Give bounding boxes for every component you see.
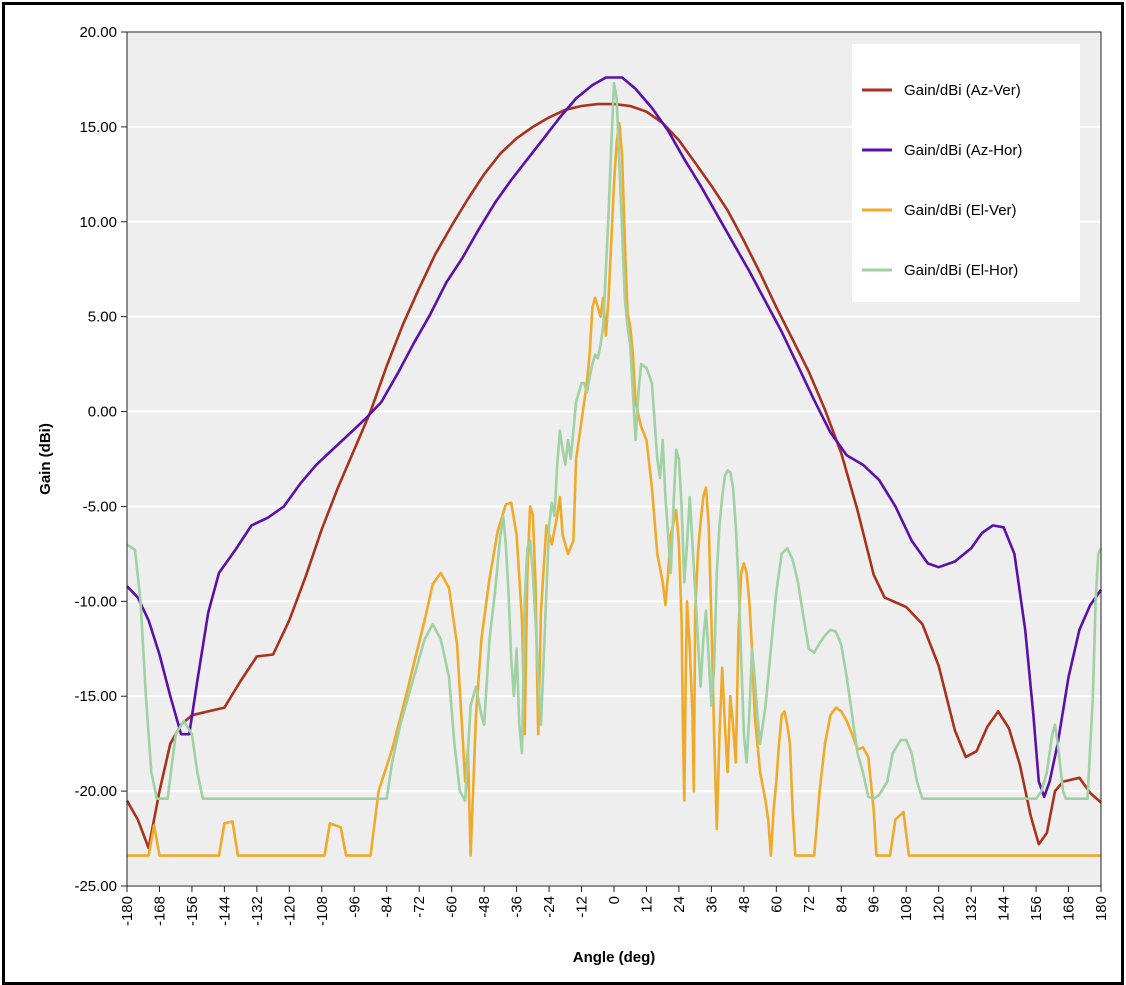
legend-label: Gain/dBi (El-Hor) (904, 262, 1018, 279)
x-tick-label: 36 (703, 896, 720, 913)
x-tick-label: -84 (379, 896, 396, 918)
x-tick-label: 168 (1061, 896, 1078, 921)
x-tick-label: 96 (866, 896, 883, 913)
x-tick-label: 180 (1093, 896, 1110, 921)
legend-box (852, 44, 1080, 302)
y-tick-label: 10.00 (79, 214, 117, 231)
series-line-2 (126, 76, 1103, 799)
x-tick-label: -96 (346, 896, 363, 918)
x-axis-label: Angle (deg) (573, 949, 656, 966)
x-tick-label: 48 (736, 896, 753, 913)
x-tick-label: -168 (151, 896, 168, 926)
y-tick-label: -5.00 (83, 498, 117, 515)
y-tick-label: 5.00 (88, 309, 117, 326)
legend: Gain/dBi (Az-Ver) Gain/dBi (Az-Hor) Gain/d… (852, 44, 1080, 302)
y-tick-label: -15.00 (74, 688, 117, 705)
x-tick-label: 144 (996, 896, 1013, 921)
x-tick-label: 12 (638, 896, 655, 913)
y-axis-label: Gain (dBi) (37, 423, 54, 495)
series-layer (125, 76, 1103, 857)
y-axis-ticks: 20.00 15.00 10.00 5.00 0.00 -5.00 -10.00 -15.00… (74, 24, 127, 895)
x-tick-label: -12 (574, 896, 591, 918)
y-tick-label: 0.00 (88, 404, 117, 421)
x-tick-label: -132 (249, 896, 266, 926)
y-tick-label: -10.00 (74, 593, 117, 610)
x-tick-label: -60 (444, 896, 461, 918)
x-tick-label: 156 (1028, 896, 1045, 921)
y-tick-label: 15.00 (79, 119, 117, 136)
x-tick-label: -144 (216, 896, 233, 926)
x-tick-label: -72 (411, 896, 428, 918)
x-tick-label: 60 (768, 896, 785, 913)
x-axis-ticks: -180 -168 -156 -144 -132 -120 -108 -96 -84 -72 -60… (119, 886, 1110, 926)
x-tick-label: 132 (963, 896, 980, 921)
series-line-1 (125, 102, 1102, 850)
x-tick-label: 24 (671, 896, 688, 913)
x-tick-label: 120 (931, 896, 948, 921)
x-tick-label: 72 (801, 896, 818, 913)
legend-label: Gain/dBi (Az-Hor) (904, 142, 1022, 159)
series-line-4 (126, 81, 1103, 802)
legend-label: Gain/dBi (El-Ver) (904, 202, 1017, 219)
y-tick-label: -25.00 (74, 878, 117, 895)
legend-label: Gain/dBi (Az-Ver) (904, 82, 1021, 99)
x-tick-label: -48 (476, 896, 493, 918)
x-tick-label: -36 (509, 896, 526, 918)
y-tick-label: 20.00 (79, 24, 117, 41)
x-tick-label: -120 (281, 896, 298, 926)
x-tick-label: 0 (606, 896, 623, 904)
x-tick-label: 108 (898, 896, 915, 921)
x-tick-label: -24 (541, 896, 558, 918)
x-tick-label: 84 (833, 896, 850, 913)
x-tick-label: -108 (314, 896, 331, 926)
x-tick-label: -180 (119, 896, 136, 926)
x-tick-label: -156 (184, 896, 201, 926)
y-tick-label: -20.00 (74, 783, 117, 800)
